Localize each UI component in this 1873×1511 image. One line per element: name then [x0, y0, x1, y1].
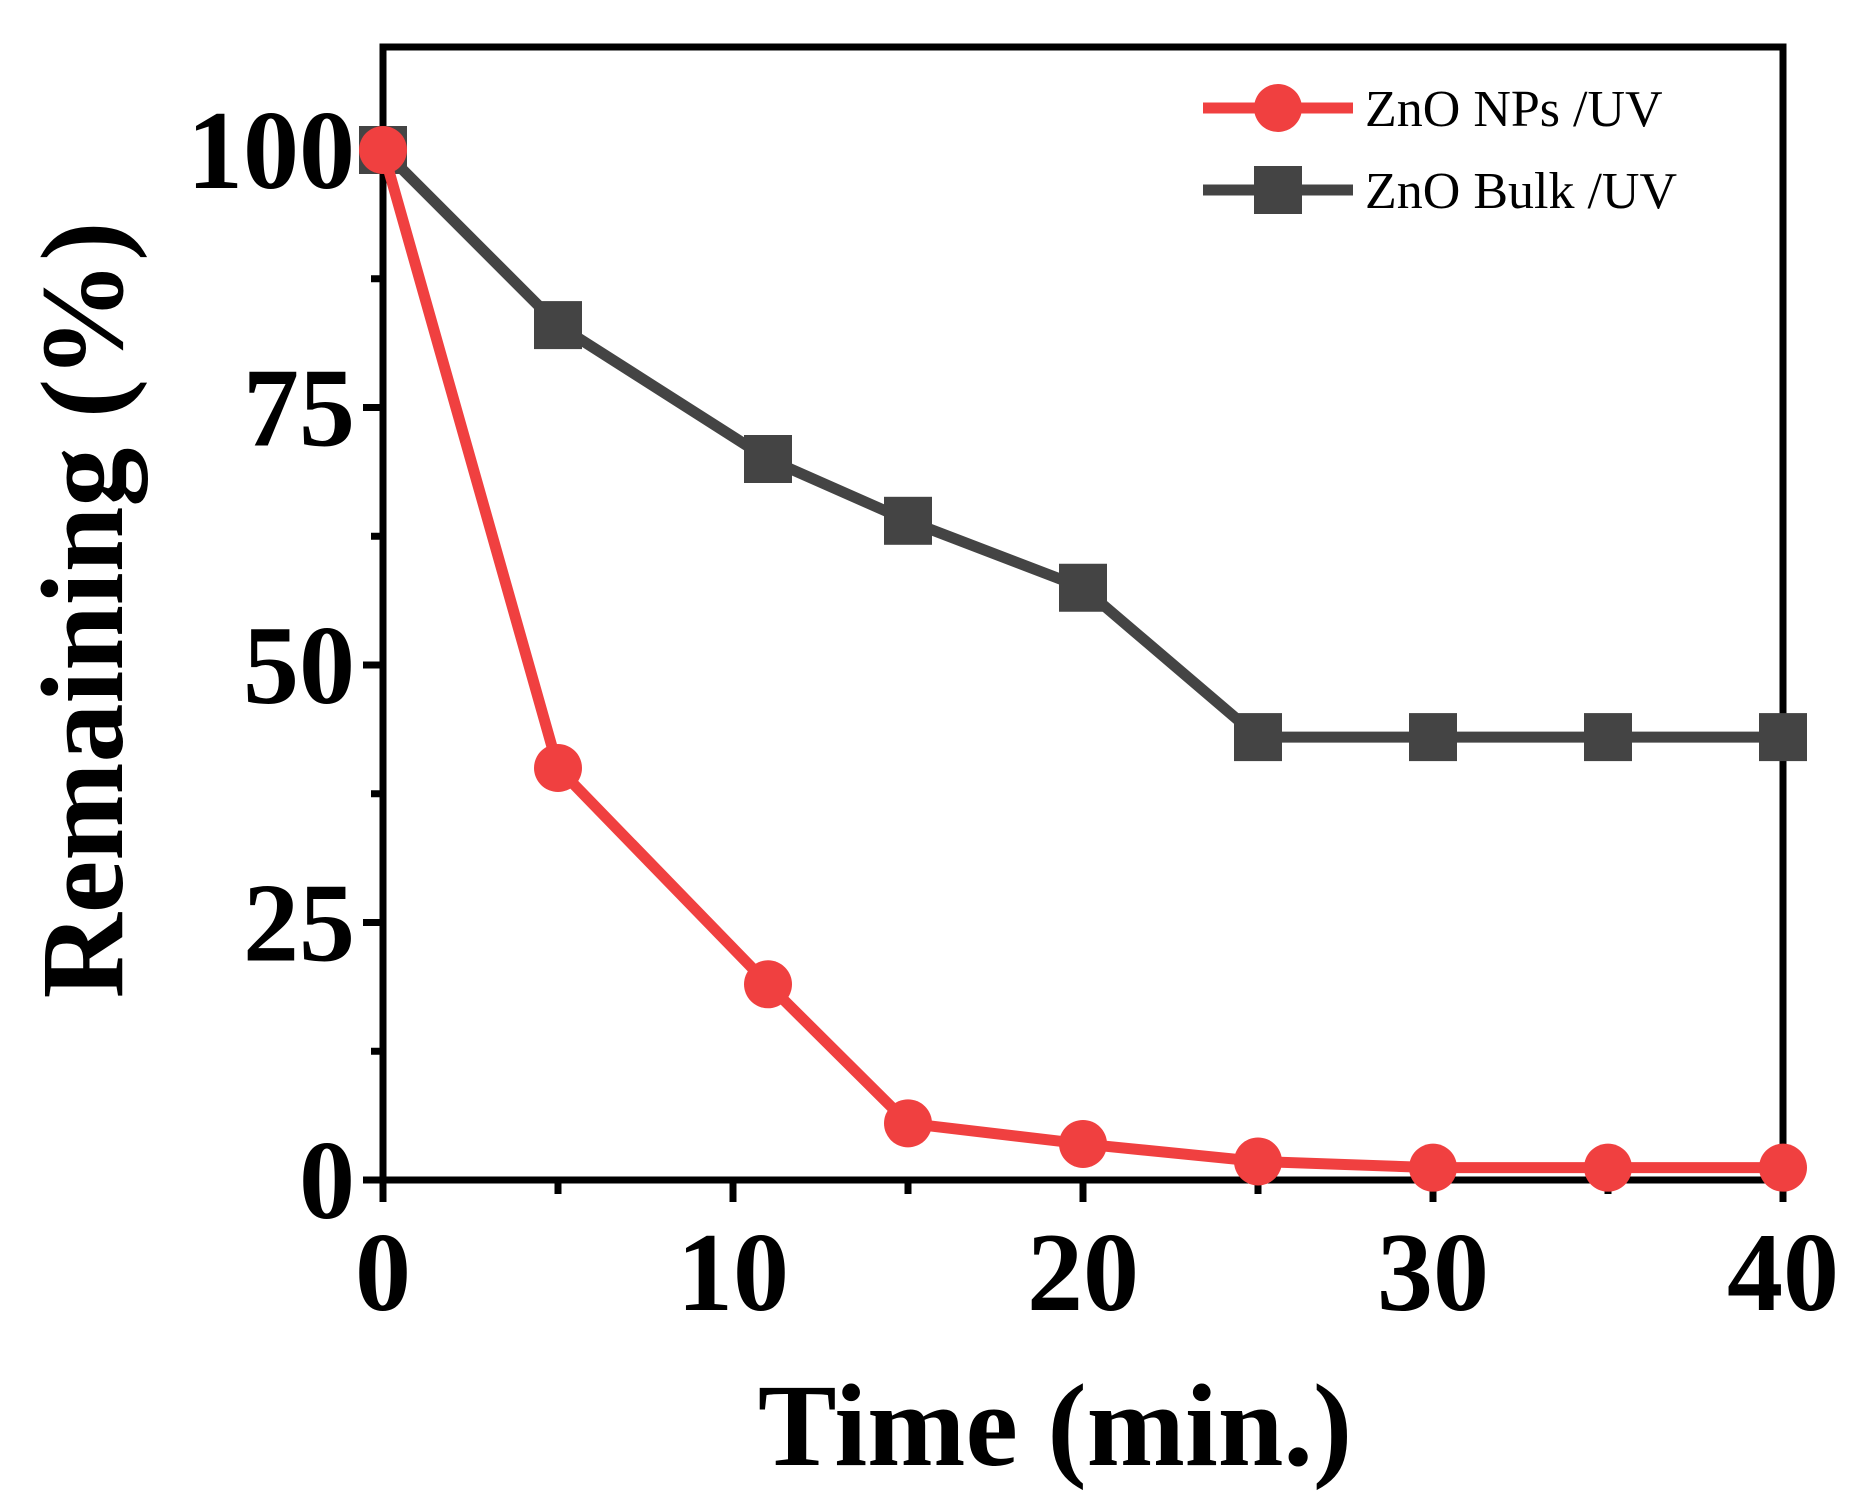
x-tick-label: 40	[1727, 1211, 1839, 1335]
data-point-zno-nps-uv	[534, 744, 582, 792]
y-axis-title: Remaining (%)	[17, 222, 148, 999]
x-tick-label: 0	[355, 1211, 411, 1335]
data-point-zno-bulk-uv	[884, 496, 932, 545]
y-tick-label: 0	[299, 1119, 355, 1243]
data-point-zno-bulk-uv	[744, 435, 792, 483]
y-tick-label: 75	[243, 347, 355, 471]
series-line-zno-nps-uv	[377, 148, 1783, 1174]
data-point-zno-bulk-uv	[1759, 713, 1807, 762]
data-point-zno-bulk-uv	[1409, 713, 1457, 762]
y-tick-label: 25	[243, 862, 355, 986]
data-point-zno-nps-uv	[1059, 1119, 1107, 1168]
legend-marker-circle	[1254, 84, 1302, 132]
x-tick-label: 30	[1377, 1211, 1489, 1335]
data-point-zno-nps-uv	[359, 126, 407, 174]
x-axis-title: Time (min.)	[758, 1360, 1352, 1491]
data-point-zno-nps-uv	[1584, 1143, 1632, 1192]
y-tick-label: 50	[243, 604, 355, 728]
series-line-zno-bulk-uv	[379, 146, 1783, 743]
x-tick-label: 10	[677, 1211, 789, 1335]
data-point-zno-bulk-uv	[1059, 563, 1107, 612]
data-point-zno-bulk-uv	[1234, 713, 1282, 762]
data-point-zno-nps-uv	[1234, 1137, 1282, 1186]
x-tick-label: 20	[1027, 1211, 1139, 1335]
data-point-zno-bulk-uv	[534, 301, 582, 350]
legend-marker-square	[1254, 166, 1302, 214]
y-tick-label: 100	[187, 89, 355, 213]
data-point-zno-nps-uv	[1759, 1143, 1807, 1192]
data-point-zno-bulk-uv	[1584, 713, 1632, 762]
data-point-zno-nps-uv	[1409, 1143, 1457, 1192]
legend-label: ZnO NPs /UV	[1365, 81, 1663, 138]
data-point-zno-nps-uv	[744, 960, 792, 1009]
data-point-zno-nps-uv	[884, 1099, 932, 1148]
legend-label: ZnO Bulk /UV	[1365, 163, 1677, 220]
